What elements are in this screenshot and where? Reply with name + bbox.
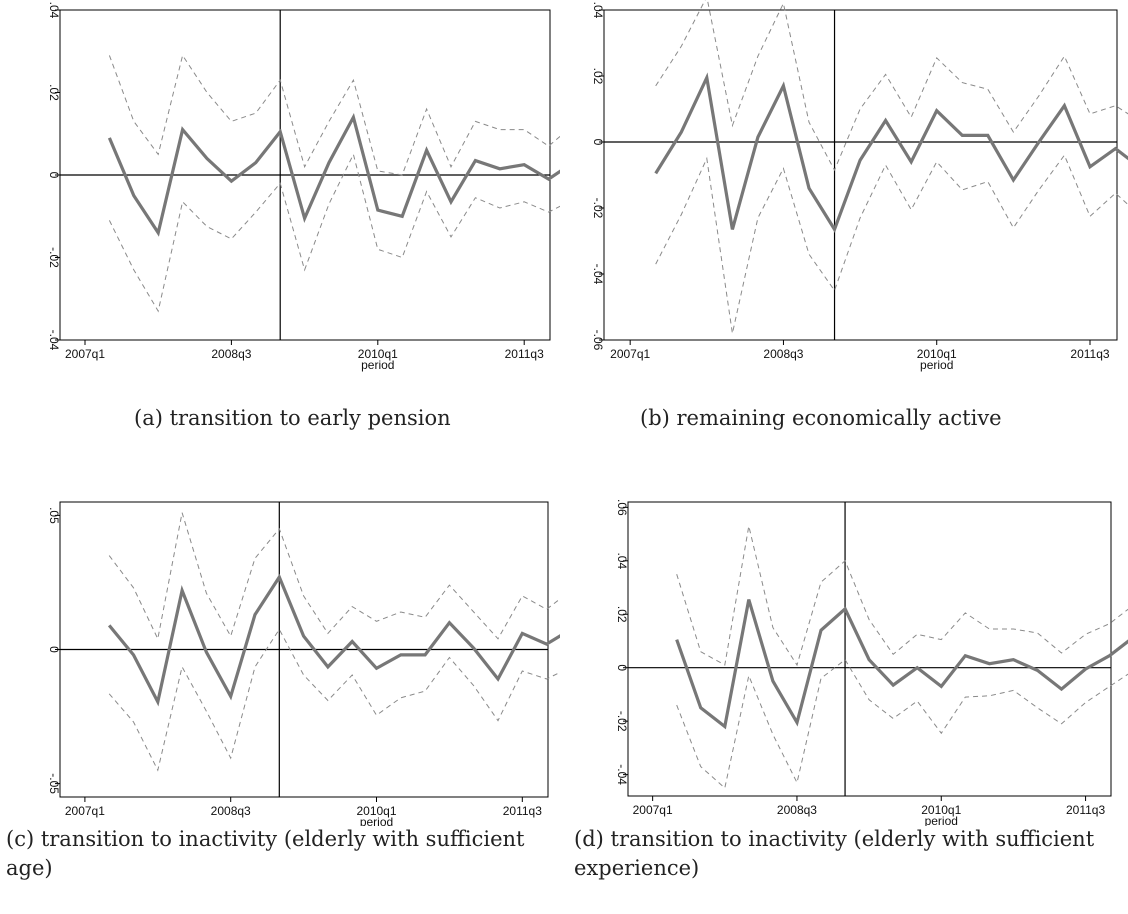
upper-ci-line (676, 525, 1128, 667)
y-tick-label: -.02 (47, 247, 61, 268)
y-tick-label: 0 (47, 172, 61, 179)
x-tick-label: 2010q1 (356, 804, 396, 818)
x-tick-label: 2011q3 (505, 347, 544, 361)
y-tick-label: .02 (591, 68, 605, 85)
x-axis-title: period (920, 358, 953, 372)
estimate-line (675, 599, 1128, 730)
estimate-line (107, 112, 560, 237)
chart-svg: -.050.052007q12008q32010q12011q32013q1pe… (47, 501, 560, 826)
chart-panel-a: -.04-.020.02.042007q12008q32010q12011q32… (0, 0, 560, 390)
caption-b: (b) remaining economically active (640, 406, 1002, 430)
chart-svg: -.04-.020.02.042007q12008q32010q12011q32… (47, 2, 560, 372)
y-tick-label: .04 (47, 2, 61, 19)
chart-panel-c: -.050.052007q12008q32010q12011q32013q1pe… (0, 486, 560, 826)
x-tick-label: 2010q1 (921, 803, 961, 817)
estimate-line (107, 573, 560, 707)
x-tick-label: 2007q1 (65, 804, 105, 818)
estimate-line (654, 72, 1128, 234)
y-tick-label: .06 (615, 499, 629, 516)
y-tick-label: -.05 (47, 773, 61, 794)
upper-ci-line (108, 54, 560, 176)
y-tick-label: -.02 (615, 711, 629, 732)
x-tick-label: 2010q1 (917, 347, 957, 361)
caption-c: (c) transition to inactivity (elderly wi… (6, 827, 525, 880)
x-tick-label: 2011q3 (1070, 347, 1109, 361)
x-tick-label: 2007q1 (65, 347, 105, 361)
y-tick-label: .02 (47, 84, 61, 101)
y-tick-label: .02 (615, 606, 629, 623)
plot-frame (603, 9, 1118, 341)
y-tick-label: 0 (591, 139, 605, 146)
x-tick-label: 2010q1 (358, 347, 398, 361)
x-axis-title: period (361, 358, 394, 372)
y-tick-label: 0 (615, 664, 629, 671)
upper-ci-line (108, 512, 560, 641)
lower-ci-line (655, 154, 1128, 334)
y-tick-label: .04 (591, 2, 605, 19)
x-axis-title: period (925, 814, 958, 826)
chart-svg: -.06 -.04 -.02 0 .02 .04 2007q1 2008q3 2010q1 201… (591, 0, 1128, 372)
x-tick-label: 2008q3 (777, 803, 817, 817)
lower-ci-line (108, 628, 560, 772)
y-tick-label: .04 (615, 552, 629, 569)
y-tick-label: -.04 (615, 764, 629, 785)
upper-ci-line (655, 0, 1128, 172)
caption-d: (d) transition to inactivity (elderly wi… (574, 827, 1095, 880)
y-tick-label: -.02 (591, 198, 605, 219)
y-tick-label: 0 (47, 646, 61, 653)
x-axis-title: period (360, 815, 393, 826)
x-tick-label: 2007q1 (633, 803, 673, 817)
lower-ci-line (108, 152, 560, 313)
lower-ci-line (676, 658, 1128, 789)
x-tick-label: 2008q3 (211, 347, 251, 361)
plot-frame (627, 501, 1112, 797)
chart-panel-d: -.04 -.02 0 .02 .04 .06 2007q1 2008q3 2010q1 2011… (568, 486, 1128, 826)
y-tick-label: -.04 (591, 264, 605, 285)
x-tick-label: 2011q3 (1066, 803, 1105, 817)
x-tick-label: 2008q3 (763, 347, 803, 361)
chart-panel-b: -.06 -.04 -.02 0 .02 .04 2007q1 2008q3 2010q1 201… (568, 0, 1128, 390)
y-tick-label: -.06 (591, 330, 605, 351)
y-tick-label: .05 (47, 507, 61, 524)
x-tick-label: 2008q3 (211, 804, 251, 818)
x-tick-label: 2011q3 (503, 804, 542, 818)
x-tick-label: 2007q1 (610, 347, 650, 361)
chart-svg: -.04 -.02 0 .02 .04 .06 2007q1 2008q3 2010q1 2011… (615, 499, 1128, 826)
y-tick-label: -.04 (47, 330, 61, 351)
caption-a: (a) transition to early pension (134, 406, 451, 430)
